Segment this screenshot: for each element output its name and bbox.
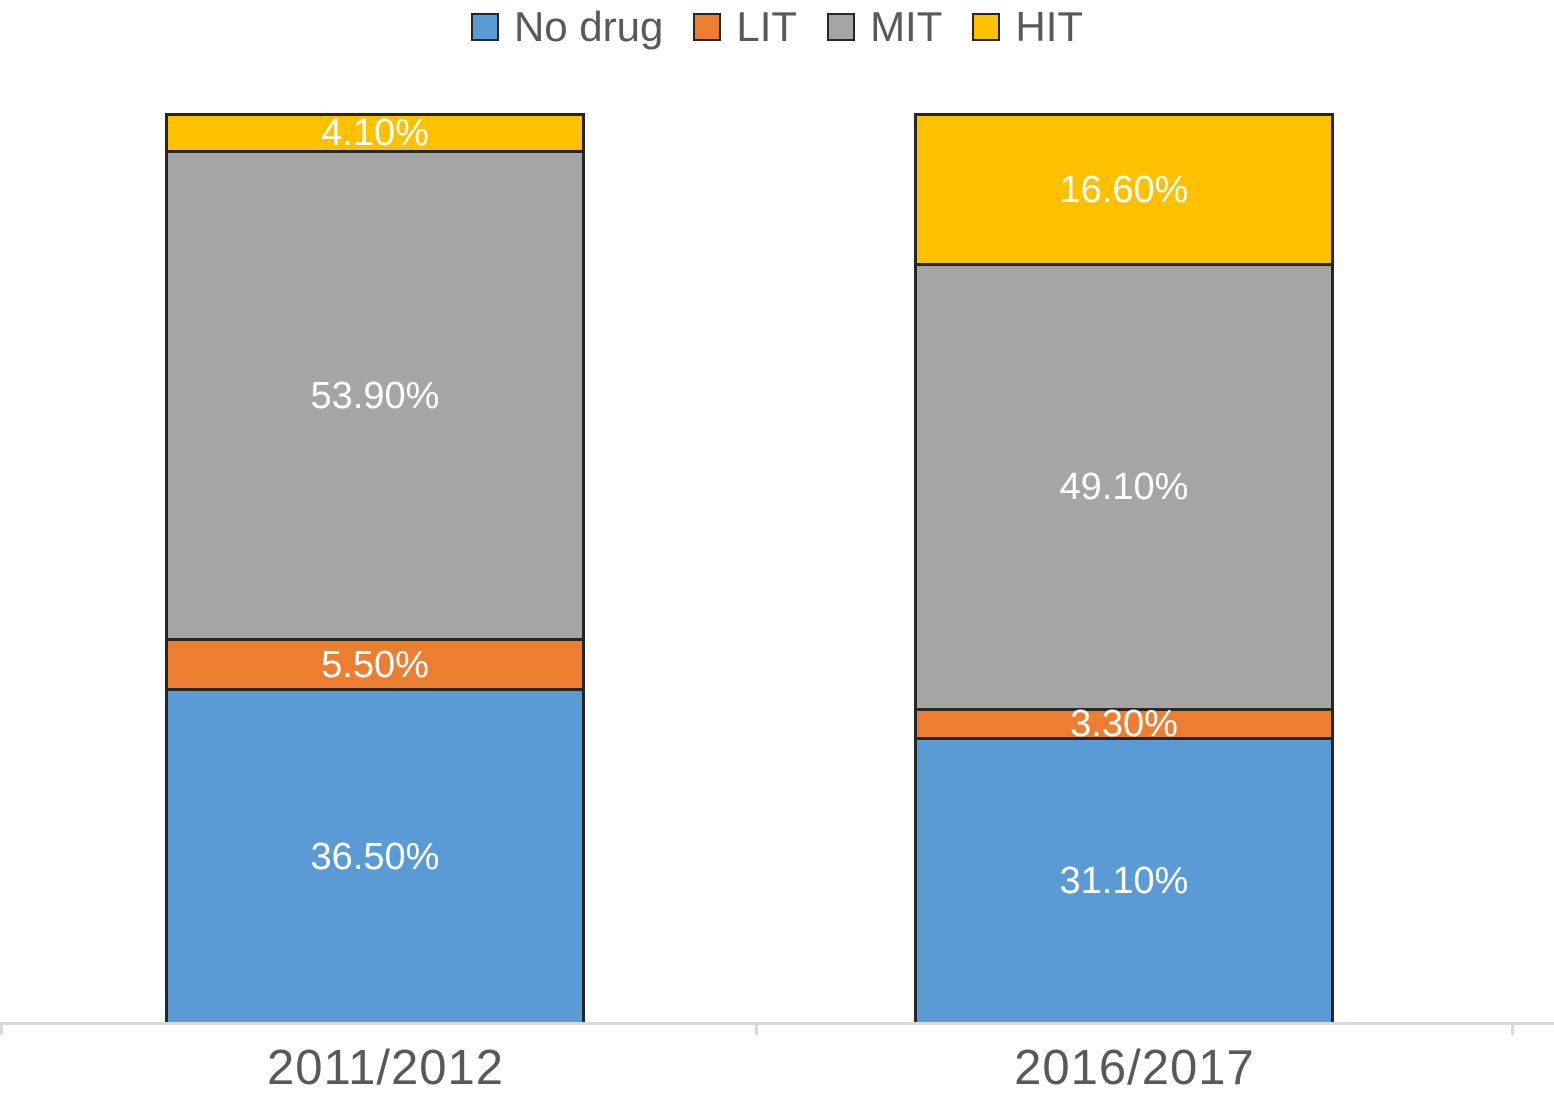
legend-item-mit[interactable]: MIT [827, 3, 943, 50]
data-label: 31.10% [1059, 860, 1189, 903]
axis-tick [0, 1022, 3, 1035]
segment-mit-2011-2012[interactable]: 53.90% [168, 153, 582, 642]
segment-lit-2016-2017[interactable]: 3.30% [917, 705, 1331, 743]
legend-item-hit[interactable]: HIT [972, 3, 1084, 50]
data-label: 49.10% [1059, 465, 1189, 508]
category-axis-line [0, 1022, 1554, 1025]
segment-lit-2011-2012[interactable]: 5.50% [168, 641, 582, 692]
legend-swatch-icon [972, 13, 1001, 42]
segment-no-drug-2016-2017[interactable]: 31.10% [917, 740, 1331, 1022]
data-label: 3.30% [1070, 703, 1178, 746]
data-label: 5.50% [321, 643, 429, 686]
data-label: 53.90% [310, 374, 440, 417]
legend: No drug LIT MIT HIT [0, 3, 1554, 50]
data-label: 36.50% [310, 835, 440, 878]
segment-mit-2016-2017[interactable]: 49.10% [917, 266, 1331, 711]
segment-hit-2011-2012[interactable]: 4.10% [168, 112, 582, 155]
legend-label: LIT [736, 3, 798, 50]
legend-label: MIT [870, 3, 943, 50]
category-label-2016-2017: 2016/2017 [1014, 1041, 1255, 1095]
category-label-2011-2012: 2011/2012 [267, 1041, 504, 1095]
legend-swatch-icon [693, 13, 722, 42]
legend-swatch-icon [827, 13, 856, 42]
segment-no-drug-2011-2012[interactable]: 36.50% [168, 691, 582, 1022]
legend-item-lit[interactable]: LIT [693, 3, 798, 50]
legend-item-no-drug[interactable]: No drug [470, 3, 664, 50]
legend-swatch-icon [470, 13, 499, 42]
axis-tick [755, 1022, 758, 1035]
stacked-bar-2016-2017: 16.60% 49.10% 3.30% 31.10% [914, 113, 1334, 1022]
legend-label: HIT [1015, 3, 1084, 50]
data-label: 16.60% [1059, 168, 1189, 211]
data-label: 4.10% [321, 112, 429, 155]
legend-label: No drug [513, 3, 664, 50]
plot-area: 4.10% 53.90% 5.50% 36.50% 16.60% 49.10% 3.30% 3… [0, 113, 1554, 1022]
axis-tick [1511, 1022, 1514, 1035]
segment-hit-2016-2017[interactable]: 16.60% [917, 116, 1331, 267]
stacked-bar-2011-2012: 4.10% 53.90% 5.50% 36.50% [165, 113, 585, 1022]
